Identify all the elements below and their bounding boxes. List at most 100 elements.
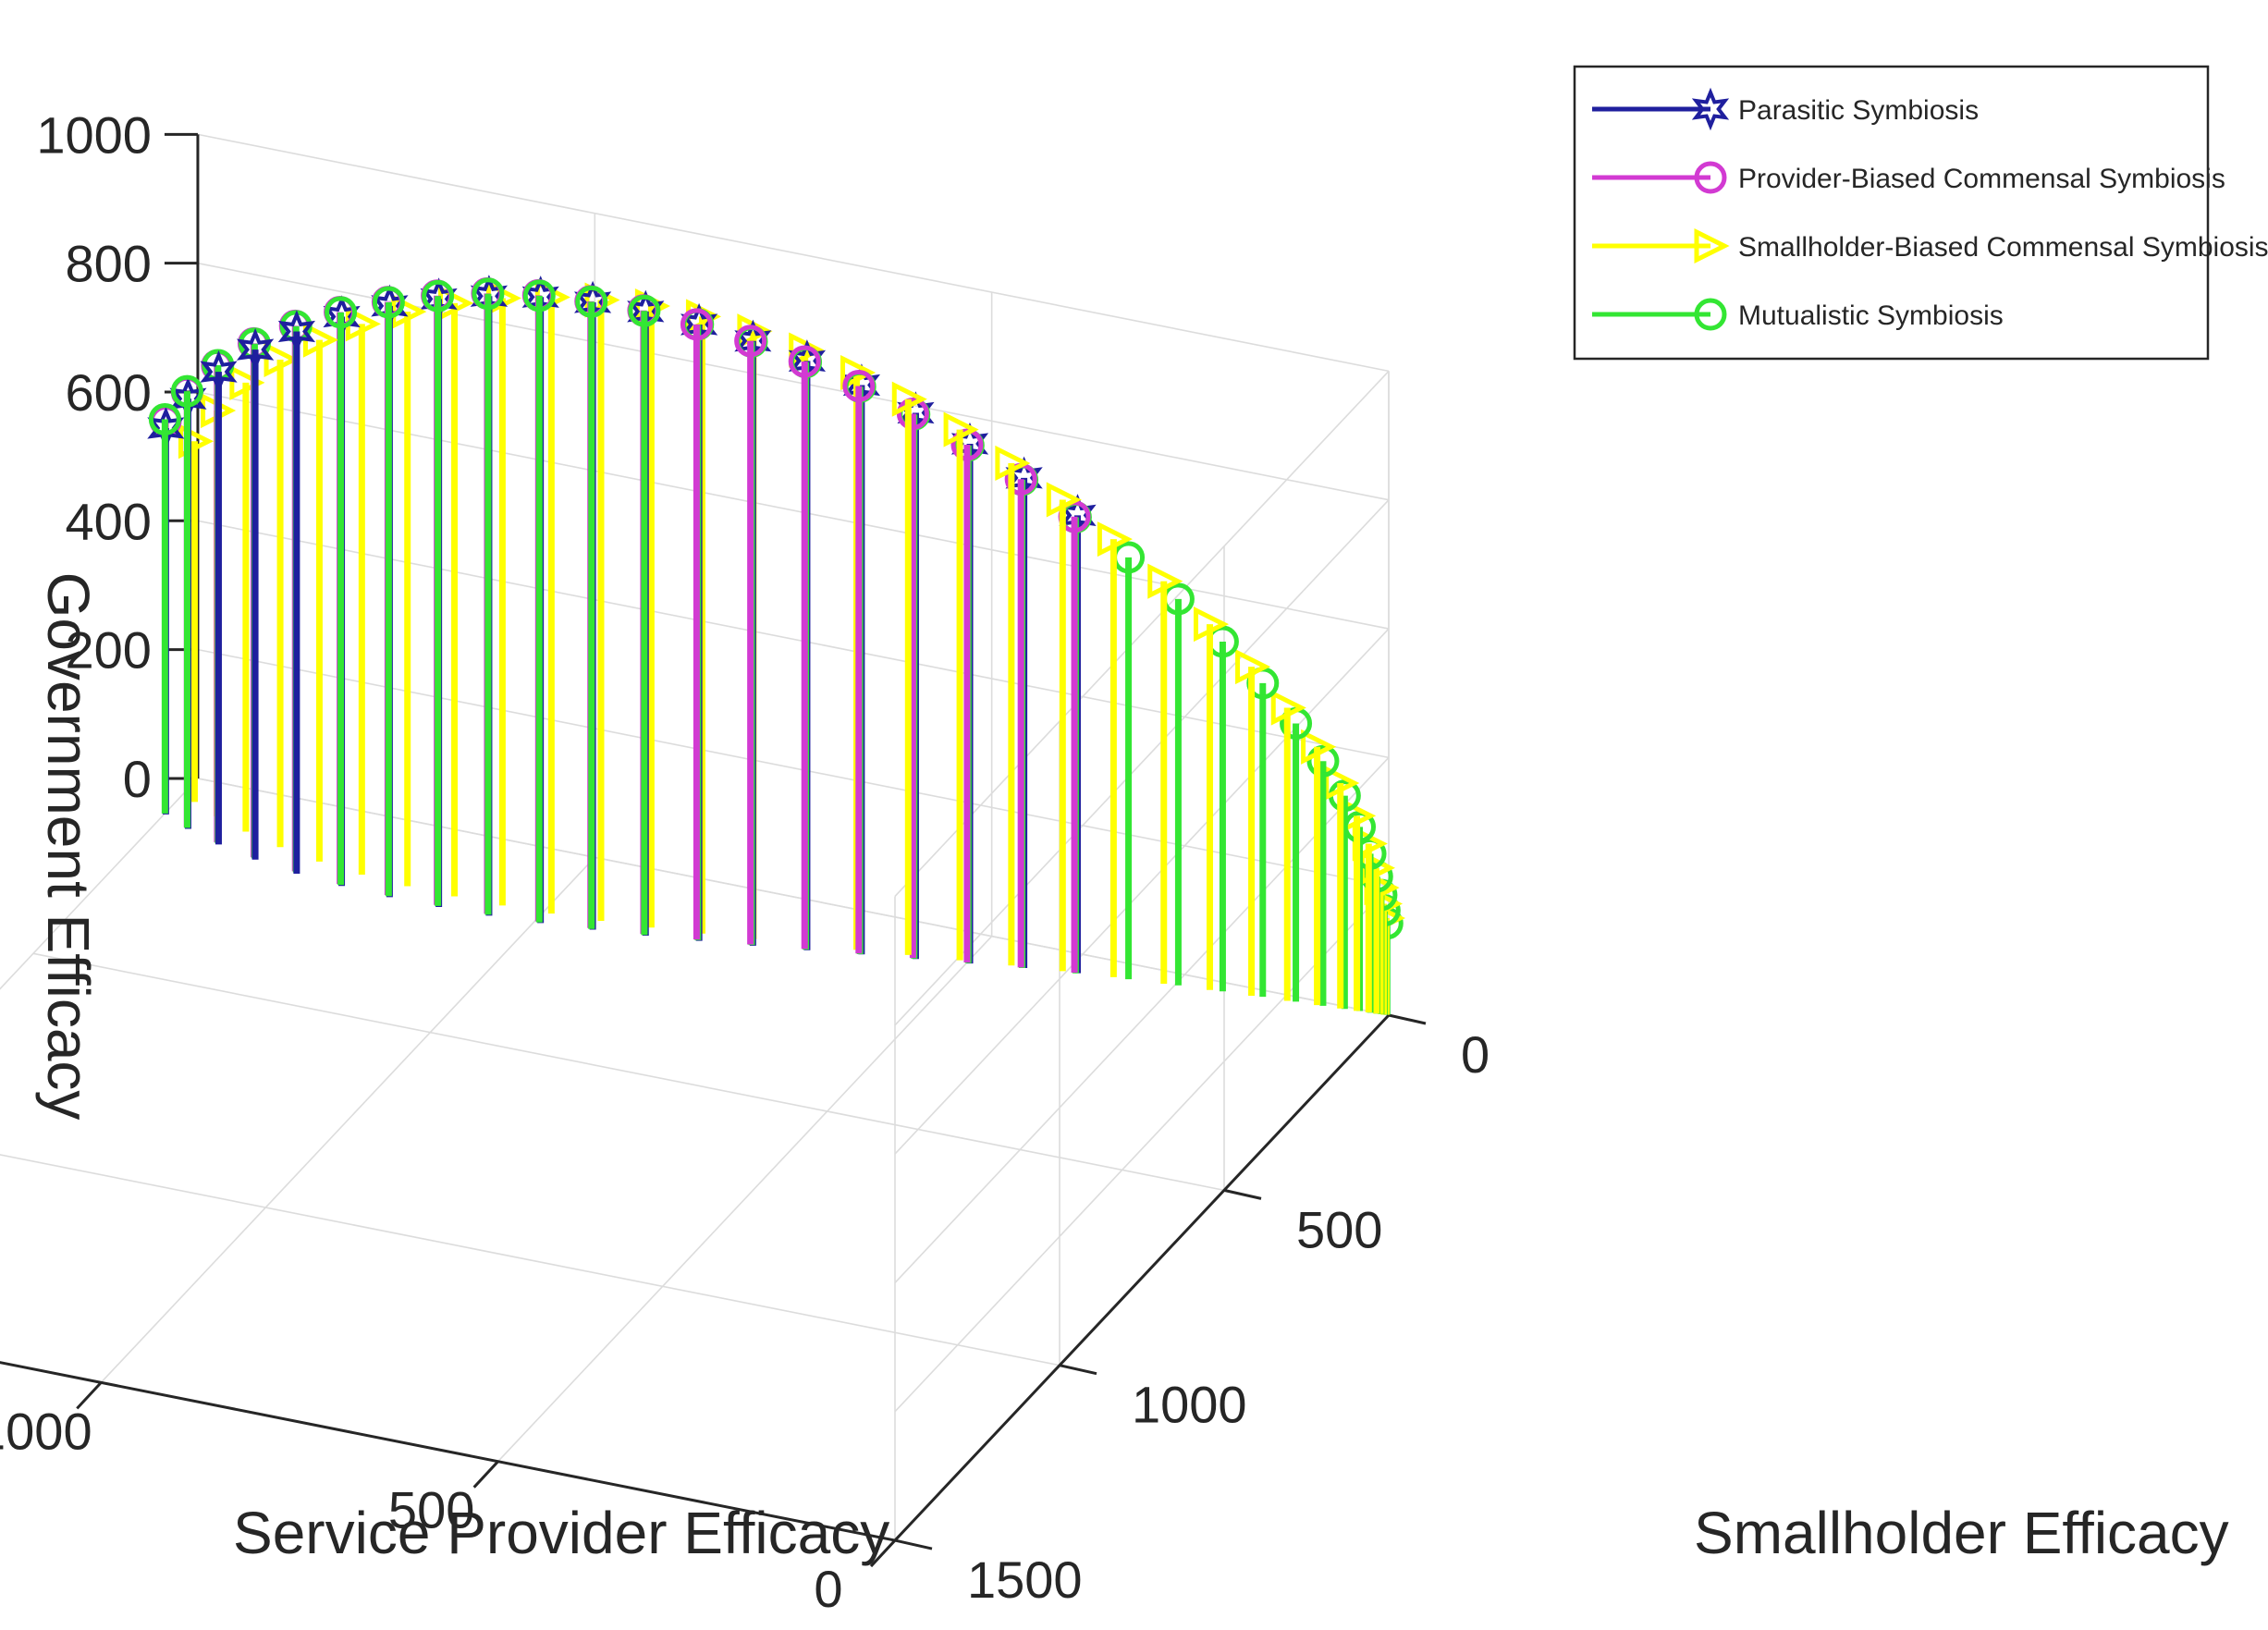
y-tick xyxy=(1223,1188,1262,1200)
wall-grid-z2 xyxy=(894,499,1390,1026)
stem-marker xyxy=(896,398,929,431)
stem-marker xyxy=(680,308,713,341)
stem-point xyxy=(1046,482,1082,972)
stem-point xyxy=(178,423,215,803)
stem-marker xyxy=(200,349,238,394)
stem-marker xyxy=(788,345,821,378)
z-axis-title: Government Efficacy xyxy=(35,572,102,1121)
stem-point xyxy=(1235,649,1271,997)
x-tick-label: 0 xyxy=(814,1560,842,1618)
y-tick-label: 500 xyxy=(1296,1200,1382,1258)
stem-marker xyxy=(264,341,300,378)
legend-label: Provider-Biased Commensal Symbiosis xyxy=(1738,164,2225,194)
stem-marker xyxy=(1046,482,1082,518)
y-axis-title: Smallholder Efficacy xyxy=(1694,1500,2229,1566)
floor-grid-x xyxy=(497,936,993,1463)
wall-grid-z xyxy=(197,778,1390,1016)
stem-point xyxy=(229,364,265,832)
stem-point xyxy=(1193,607,1230,990)
wall-grid-z xyxy=(197,262,1390,501)
y-tick-label: 0 xyxy=(1461,1025,1490,1084)
y-tick xyxy=(1388,1013,1427,1025)
stem-point xyxy=(628,294,661,936)
stem-marker xyxy=(891,381,927,417)
stem-marker xyxy=(1306,744,1340,778)
stem-marker xyxy=(1193,607,1230,643)
stem-point xyxy=(391,294,427,887)
wall-grid-z2 xyxy=(894,756,1390,1283)
x-tick xyxy=(472,1460,499,1489)
stem-marker xyxy=(1301,729,1337,765)
stem-point xyxy=(264,341,300,848)
stem-point xyxy=(1097,521,1133,977)
stem-point xyxy=(995,445,1031,966)
z-tick-label: 400 xyxy=(66,492,152,550)
stem-marker xyxy=(628,294,661,327)
stem-marker xyxy=(472,277,505,311)
stem-marker xyxy=(575,285,608,318)
stem-point xyxy=(1324,765,1360,1009)
stem-point xyxy=(522,279,556,923)
z-tick-label: 600 xyxy=(66,363,152,422)
stem-point xyxy=(200,349,238,845)
stem-marker xyxy=(995,445,1031,481)
stem-marker xyxy=(734,325,767,358)
x-axis-title: Service Provider Efficacy xyxy=(233,1500,889,1566)
stem-marker xyxy=(229,364,265,400)
stem-series xyxy=(147,275,1406,1015)
stem-marker xyxy=(842,370,876,403)
stem-point xyxy=(842,370,876,954)
wall-grid-z xyxy=(197,133,1390,373)
floor-grid-y xyxy=(32,952,1225,1192)
z-tick-label: 800 xyxy=(66,235,152,293)
stem-point xyxy=(438,285,474,897)
wall-grid-z2 xyxy=(894,886,1390,1413)
stem-marker xyxy=(148,403,181,436)
stem-point xyxy=(485,280,521,906)
x-tick xyxy=(76,1381,103,1410)
stem-point xyxy=(1306,744,1340,1006)
x-tick xyxy=(869,1539,897,1568)
wall-grid-z2 xyxy=(894,370,1390,897)
stem-marker xyxy=(1324,765,1360,801)
floor-grid-x xyxy=(0,778,199,990)
legend-swatch-marker xyxy=(1694,161,1727,194)
stem-marker xyxy=(943,411,979,447)
z-tick-label: 200 xyxy=(66,621,152,680)
y-tick xyxy=(1059,1364,1097,1376)
stem-point xyxy=(277,310,316,875)
stem-marker xyxy=(1235,649,1271,685)
axis-labels: Service Provider Efficacy Smallholder Ef… xyxy=(0,105,2229,1618)
x-tick-label: 500 xyxy=(388,1481,474,1539)
legend-label: Mutualistic Symbiosis xyxy=(1738,300,2004,331)
y-axis-line xyxy=(893,1013,1391,1542)
stem-point xyxy=(1161,582,1195,986)
legend-label: Parasitic Symbiosis xyxy=(1738,95,1979,126)
stem-marker xyxy=(236,327,275,372)
stem-point xyxy=(422,279,455,906)
stem-point xyxy=(472,277,505,915)
stem-point xyxy=(302,322,339,862)
stem-point xyxy=(170,374,203,828)
y-tick xyxy=(894,1538,933,1550)
stem-marker xyxy=(840,354,877,391)
z-tick-label: 0 xyxy=(123,750,152,808)
stem-point xyxy=(236,327,275,860)
stem-marker xyxy=(277,310,316,353)
stem-point xyxy=(575,285,608,929)
stem-marker xyxy=(325,296,358,329)
y-tick-label: 1000 xyxy=(1132,1376,1247,1434)
legend: Parasitic Symbiosis Provider-Biased Comme… xyxy=(1573,65,2268,361)
stem-point xyxy=(1147,563,1183,985)
stem-marker xyxy=(1147,563,1183,599)
x-tick-label: 1000 xyxy=(0,1402,92,1460)
floor-grid-x xyxy=(100,856,595,1383)
legend-box xyxy=(1573,65,2210,361)
z-tick-label: 1000 xyxy=(36,105,152,164)
stem-point xyxy=(788,345,821,950)
legend-label: Smallholder-Biased Commensal Symbiosis xyxy=(1738,232,2268,263)
stem-point xyxy=(1112,541,1146,980)
stem-point xyxy=(891,381,927,955)
wall-grid-z xyxy=(197,648,1390,888)
